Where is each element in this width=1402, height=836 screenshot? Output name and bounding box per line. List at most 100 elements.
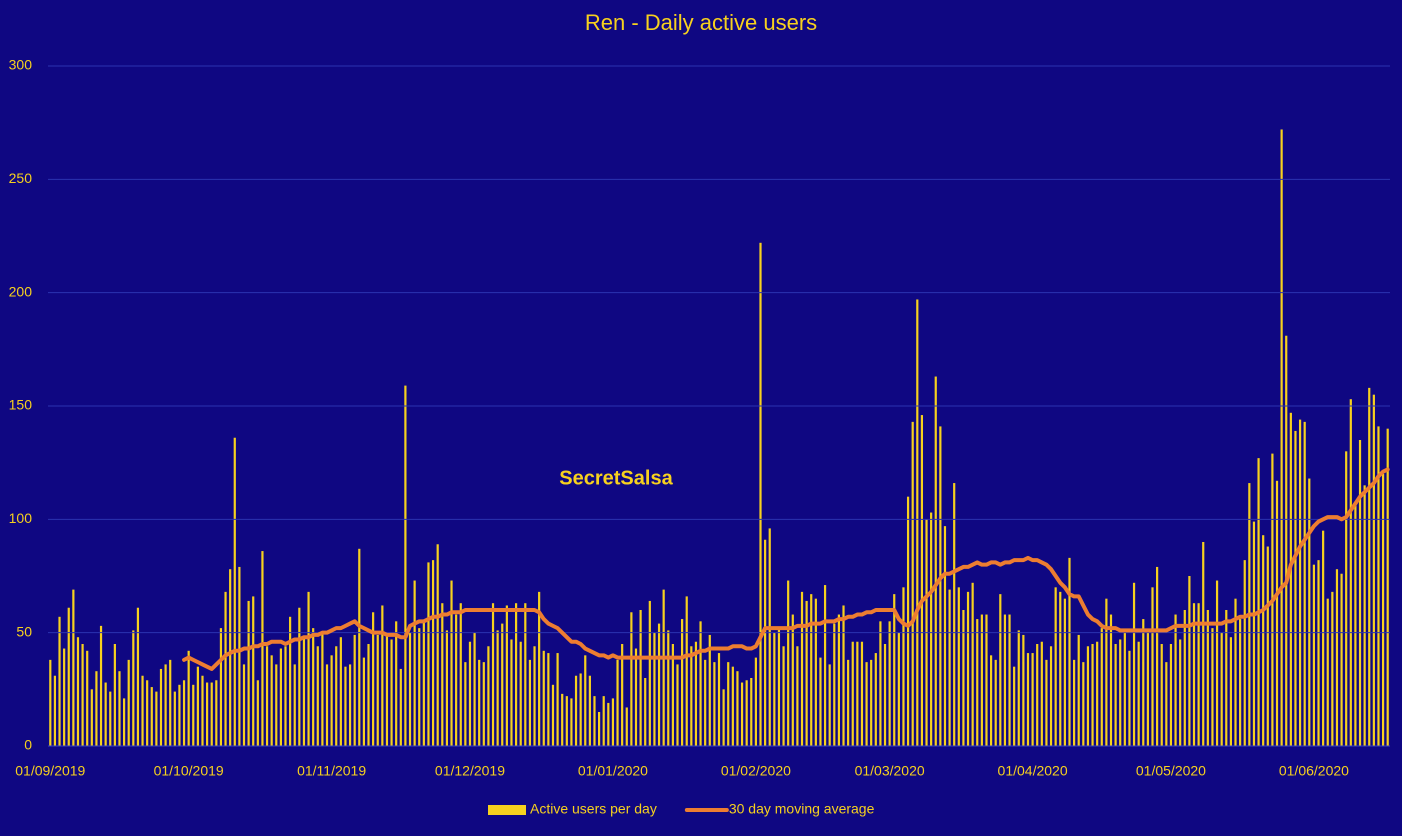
- bar: [104, 682, 107, 746]
- x-tick-label: 01/09/2019: [15, 763, 85, 779]
- bar: [261, 551, 264, 746]
- bar: [1326, 598, 1329, 746]
- legend-label: Active users per day: [530, 801, 657, 817]
- bar: [930, 512, 933, 746]
- bar: [1206, 610, 1209, 746]
- bar: [883, 644, 887, 746]
- bar: [879, 621, 882, 746]
- bar: [957, 587, 960, 746]
- bar: [856, 641, 859, 746]
- bar: [491, 603, 495, 746]
- bar: [178, 684, 181, 746]
- bar: [210, 682, 213, 746]
- bar: [1119, 639, 1122, 746]
- bar: [1142, 619, 1145, 746]
- bar: [584, 655, 587, 746]
- bar: [358, 548, 361, 746]
- bar: [348, 664, 352, 746]
- y-tick-label: 150: [9, 397, 33, 413]
- bar: [1174, 614, 1177, 746]
- bar: [289, 616, 292, 746]
- bar: [528, 659, 532, 746]
- bar: [754, 657, 757, 746]
- bar: [1386, 428, 1389, 746]
- bar: [787, 580, 790, 746]
- bar: [1215, 580, 1219, 746]
- bar: [966, 591, 970, 746]
- bar: [127, 659, 130, 746]
- bar: [155, 691, 158, 746]
- bar: [800, 591, 804, 746]
- bar: [1363, 485, 1366, 746]
- bar: [1059, 591, 1062, 746]
- bar: [413, 580, 416, 746]
- bar: [344, 666, 347, 746]
- bar: [81, 644, 84, 746]
- bar: [731, 666, 734, 746]
- bar: [362, 657, 366, 746]
- bar: [150, 687, 153, 746]
- bar: [473, 632, 476, 746]
- bar: [1169, 644, 1173, 746]
- bar: [953, 483, 956, 746]
- bar: [1280, 129, 1283, 746]
- bar: [1123, 632, 1126, 746]
- bar: [980, 614, 983, 746]
- bar: [681, 619, 684, 746]
- bar: [122, 698, 126, 746]
- bar: [1354, 503, 1357, 746]
- bar: [1308, 478, 1311, 746]
- bar: [90, 689, 93, 746]
- bar: [777, 628, 781, 746]
- moving-average-line: [182, 467, 1390, 671]
- bar: [1188, 576, 1191, 746]
- bar: [316, 646, 319, 746]
- bar: [1243, 560, 1246, 746]
- bar: [376, 634, 379, 746]
- bar: [667, 630, 670, 746]
- bar: [828, 664, 831, 746]
- bar: [169, 659, 172, 746]
- bar: [547, 653, 550, 746]
- bar: [1045, 659, 1048, 746]
- bar: [740, 682, 744, 746]
- bar: [182, 680, 186, 746]
- bar: [685, 596, 688, 746]
- bar: [219, 628, 223, 746]
- bar: [1017, 630, 1020, 746]
- bar: [722, 689, 725, 746]
- bar: [459, 603, 462, 746]
- bar: [519, 641, 522, 746]
- bar: [814, 598, 817, 746]
- bar: [699, 621, 702, 746]
- bar: [1040, 641, 1043, 746]
- bar: [1091, 644, 1094, 746]
- bar: [113, 644, 116, 746]
- bar: [985, 614, 988, 746]
- bar: [99, 625, 103, 746]
- bar: [939, 426, 942, 746]
- bar: [335, 646, 338, 746]
- bar: [717, 653, 721, 746]
- bar: [95, 671, 98, 746]
- bar: [823, 585, 827, 746]
- bar: [49, 659, 52, 746]
- bar: [229, 569, 232, 746]
- bar: [307, 591, 310, 746]
- bar: [736, 671, 739, 746]
- bar: [427, 562, 430, 746]
- bar: [648, 600, 651, 746]
- bar: [293, 664, 296, 746]
- bar: [1275, 480, 1279, 746]
- bar: [487, 646, 490, 746]
- bar: [418, 628, 421, 746]
- bar: [1026, 653, 1030, 746]
- bar: [1358, 440, 1362, 746]
- bar: [192, 684, 195, 746]
- bar: [1298, 419, 1302, 746]
- bar: [1179, 639, 1182, 746]
- bar: [1211, 628, 1214, 746]
- y-tick-label: 0: [24, 737, 32, 753]
- bar: [1022, 634, 1025, 746]
- x-tick-label: 01/10/2019: [154, 763, 224, 779]
